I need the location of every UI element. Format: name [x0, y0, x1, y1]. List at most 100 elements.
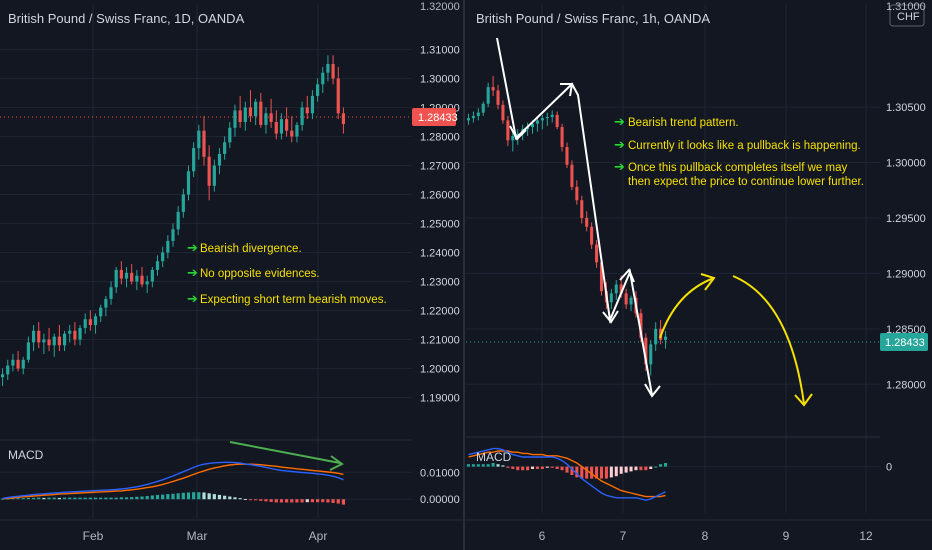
macd-histogram-bar — [233, 497, 237, 500]
macd-histogram-bar — [550, 466, 554, 468]
pattern-arrowhead — [560, 83, 574, 97]
macd-histogram-bar — [575, 466, 579, 478]
annotation-text: Once this pullback completes itself we m… — [628, 162, 847, 174]
y-tick-label-top: 1.32000 — [420, 1, 460, 13]
annotation-text: No opposite evidences. — [200, 268, 320, 280]
macd-histogram-bar — [223, 495, 227, 500]
candle-body — [114, 269, 118, 288]
macd-histogram-bar — [315, 499, 320, 503]
right-grid — [466, 5, 932, 521]
macd-histogram-bar — [521, 466, 525, 471]
macd-histogram-bar — [295, 499, 299, 503]
y-tick-label: 1.20000 — [420, 364, 460, 376]
macd-histogram-bar — [186, 492, 191, 500]
macd-histogram-bar — [300, 499, 304, 503]
y-tick-label: 1.28500 — [886, 324, 926, 336]
candle-body — [274, 122, 278, 134]
candle-body — [223, 142, 227, 154]
pattern-arrowhead — [619, 268, 635, 283]
macd-histogram-bar — [68, 497, 72, 500]
candle-body — [233, 110, 237, 128]
candle-body — [21, 359, 25, 369]
candle-body — [585, 217, 589, 227]
macd-histogram-bar — [629, 466, 633, 472]
candle-body — [305, 107, 309, 114]
macd-histogram-bar — [290, 499, 294, 503]
macd-histogram-bar — [481, 464, 485, 467]
candle-body — [285, 119, 289, 131]
annotation-text: then expect the price to continue lower … — [628, 176, 864, 188]
y-tick-label: 1.30000 — [886, 158, 926, 170]
x-tick-label: Mar — [187, 529, 208, 543]
macd-histogram-bar — [114, 497, 118, 500]
macd-histogram-bar — [171, 493, 175, 500]
y-tick-label: 1.22000 — [420, 306, 460, 318]
candle-body — [109, 287, 113, 299]
bullet-arrow-icon: ➔ — [187, 292, 198, 307]
macd-histogram-bar — [78, 497, 82, 500]
macd-histogram-bar — [506, 466, 510, 468]
candle-body — [42, 339, 46, 343]
candle-body — [545, 117, 549, 119]
macd-histogram-bar — [135, 496, 139, 500]
currency-badge[interactable]: CHF — [889, 4, 925, 27]
macd-histogram-bar — [486, 464, 490, 467]
macd-histogram-bar — [501, 465, 505, 467]
x-tick-label: 7 — [620, 529, 627, 543]
x-tick-label: Apr — [309, 529, 328, 543]
macd-histogram-bar — [590, 466, 594, 479]
bullet-arrow-icon: ➔ — [614, 160, 625, 175]
macd-histogram-bar — [511, 466, 515, 469]
candle-body — [629, 297, 633, 305]
macd-histogram-bar — [109, 497, 113, 500]
annotation-text: Currently it looks like a pullback is ha… — [628, 140, 861, 152]
left-price-badge: 1.28433 — [412, 108, 458, 126]
macd-histogram-bar — [491, 463, 495, 467]
macd-histogram-bar — [604, 466, 608, 479]
macd-histogram-bar — [31, 497, 36, 500]
macd-histogram-bar — [310, 499, 315, 503]
macd-histogram-bar — [212, 494, 216, 500]
macd-histogram-bar — [555, 466, 559, 469]
macd-histogram-bar — [526, 466, 530, 471]
candle-body — [649, 344, 653, 365]
candle-body — [664, 336, 668, 340]
candle-body — [491, 87, 495, 91]
macd-histogram-bar — [341, 499, 346, 505]
macd-histogram-bar — [254, 499, 258, 501]
left-grid — [0, 5, 472, 521]
candle-body — [609, 293, 613, 303]
candle-body — [93, 316, 98, 325]
divergence-trendline — [229, 441, 341, 464]
candle-body — [83, 319, 87, 328]
candle-body — [580, 200, 584, 218]
x-tick-label: 12 — [859, 529, 873, 543]
bullet-arrow-icon: ➔ — [187, 241, 198, 256]
candle-body — [644, 337, 648, 365]
macd-histogram-bar — [516, 466, 520, 471]
macd-histogram-bar — [264, 499, 268, 502]
candle-body — [321, 72, 325, 85]
macd-histogram-bar — [595, 466, 599, 479]
macd-histogram-bar — [0, 498, 5, 500]
candle-body — [57, 336, 61, 346]
macd-histogram-bar — [570, 466, 574, 475]
macd-histogram-bar — [140, 496, 144, 500]
x-tick-label: 8 — [702, 529, 709, 543]
candle-body — [130, 272, 134, 282]
left-price-badge-bg — [412, 108, 456, 126]
candle-body — [506, 120, 510, 141]
macd-histogram-bar — [560, 466, 564, 471]
candle-body — [331, 64, 335, 79]
right-price-badge-bg — [880, 333, 928, 351]
candle-body — [326, 64, 330, 73]
macd-histogram-bar — [535, 466, 539, 469]
candle-body — [124, 272, 129, 279]
y-tick-label: 1.28000 — [886, 379, 926, 391]
candle-body — [575, 186, 579, 201]
macd-histogram-bar — [83, 497, 87, 500]
candle-body — [570, 164, 574, 187]
candle-body — [52, 336, 56, 346]
annotation-text: Bearish divergence. — [200, 243, 302, 255]
